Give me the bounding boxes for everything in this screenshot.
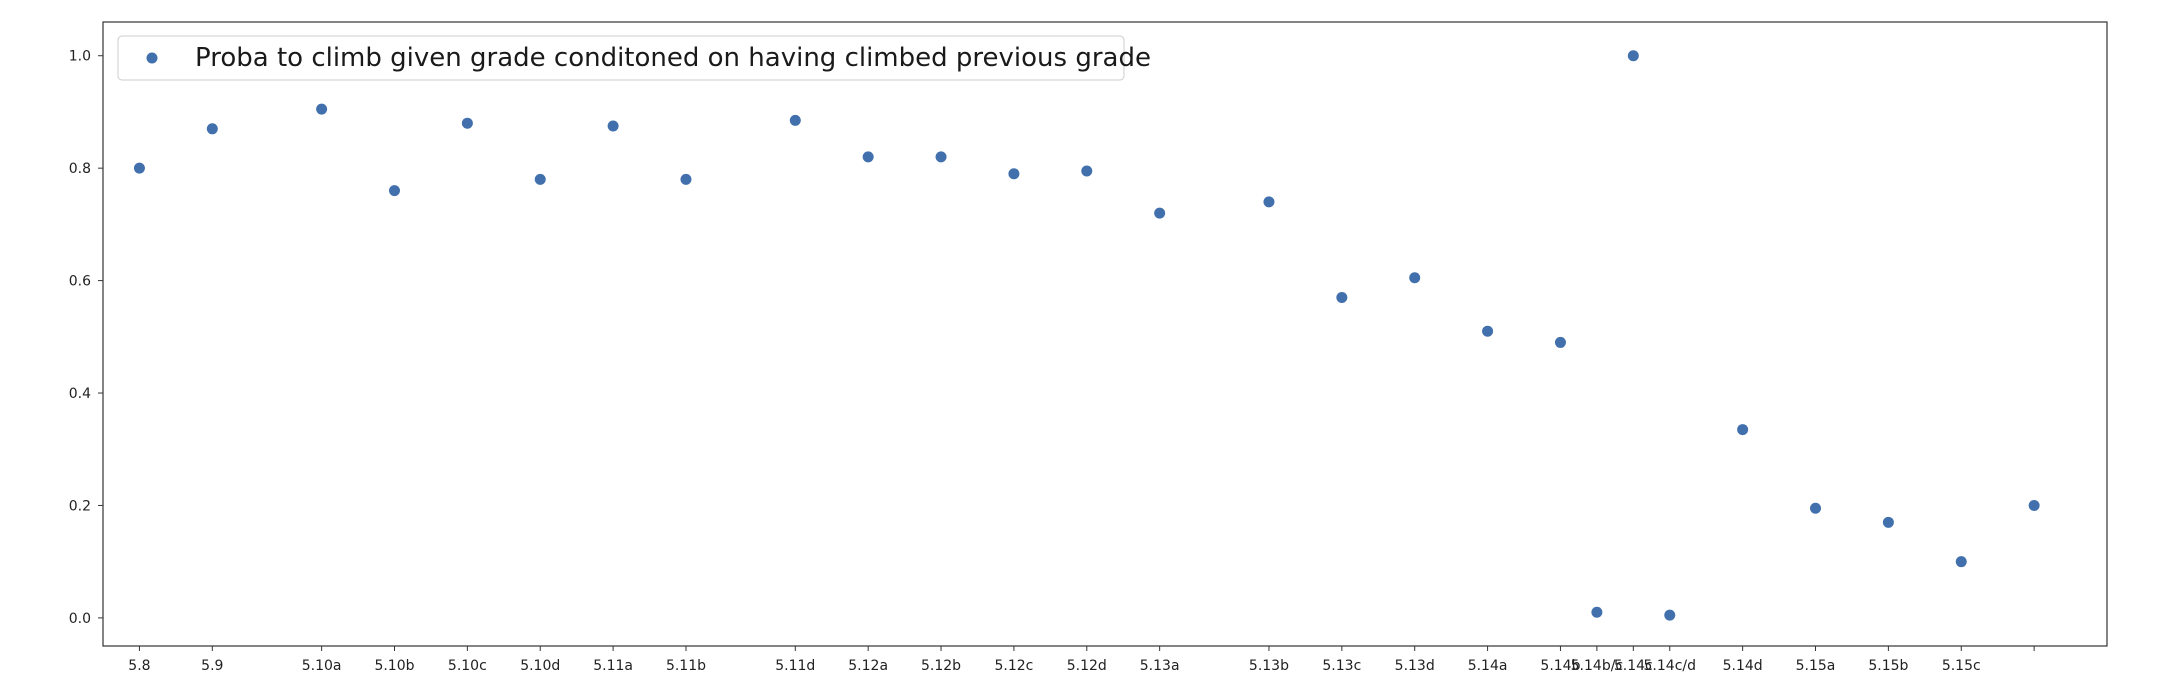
x-tick-label: 5.14c/d [1644, 658, 1696, 674]
x-tick-label: 5.10a [302, 658, 342, 674]
data-point [1336, 291, 1348, 303]
x-tick-label: 5.10d [520, 658, 560, 674]
x-axis: 5.8 5.9 5.10a 5.10b 5.10c 5.10d 5.11a 5.11b 5.11… [128, 646, 2035, 674]
x-tick-label: 5.12c [994, 658, 1033, 674]
data-point [1482, 325, 1494, 337]
data-point [1882, 516, 1894, 528]
x-tick-label: 5.15b [1868, 658, 1908, 674]
y-tick-label: 0.6 [69, 274, 91, 290]
x-tick-label: 5.14b [1540, 658, 1580, 674]
x-tick-label: 5.15a [1796, 658, 1836, 674]
x-tick-label: 5.10c [448, 658, 487, 674]
data-point [1810, 502, 1822, 514]
x-tick-label: 5.14a [1468, 658, 1508, 674]
x-tick-label: 5.12d [1067, 658, 1107, 674]
x-tick-label: 5.12a [848, 658, 888, 674]
data-point [1409, 272, 1421, 284]
x-tick-label: 5.11a [593, 658, 633, 674]
x-tick-label: 5.13d [1395, 658, 1435, 674]
x-tick-label: 5.11d [775, 658, 815, 674]
data-point [1554, 336, 1566, 348]
y-tick-label: 0.8 [69, 161, 91, 177]
data-point [388, 185, 400, 197]
x-tick-label: 5.15c [1942, 658, 1981, 674]
x-tick-label: 5.14c [1614, 658, 1653, 674]
y-tick-label: 0.2 [69, 498, 91, 514]
data-point [1627, 50, 1639, 62]
data-point [2028, 499, 2040, 511]
data-point [607, 120, 619, 132]
data-point [1664, 609, 1676, 621]
x-tick-label: 5.10b [374, 658, 414, 674]
data-point [680, 173, 692, 185]
data-point [1081, 165, 1093, 177]
legend-marker [146, 52, 158, 64]
data-point [1154, 207, 1166, 219]
y-tick-label: 0.4 [69, 386, 91, 402]
legend-box [117, 35, 1125, 81]
y-axis: 0.0 0.2 0.4 0.6 0.8 1.0 [69, 49, 103, 627]
data-point [1263, 196, 1275, 208]
data-point [935, 151, 947, 163]
data-point [1008, 168, 1020, 180]
x-tick-label: 5.11b [666, 658, 706, 674]
y-tick-label: 0.0 [69, 611, 91, 627]
x-tick-label: 5.9 [201, 658, 223, 674]
x-tick-label: 5.13b [1249, 658, 1289, 674]
y-tick-label: 1.0 [69, 49, 91, 65]
data-point [1955, 556, 1967, 568]
data-point [1591, 606, 1603, 618]
data-point [461, 117, 473, 129]
x-tick-label: 5.14b/c [1571, 658, 1623, 674]
data-point [862, 151, 874, 163]
x-tick-label: 5.8 [128, 658, 150, 674]
data-point [316, 103, 328, 115]
data-point [1737, 424, 1749, 436]
legend-label: Proba to climb given grade conditoned on… [195, 43, 1151, 73]
x-tick-label: 5.13a [1140, 658, 1180, 674]
data-point [206, 123, 218, 135]
data-point [133, 162, 145, 174]
data-point [534, 173, 546, 185]
plot-frame [102, 21, 2108, 647]
legend: Proba to climb given grade conditoned on… [117, 35, 1151, 81]
x-tick-label: 5.13c [1322, 658, 1361, 674]
plot-marks [133, 50, 2040, 621]
data-point [789, 114, 801, 126]
x-tick-label: 5.14d [1723, 658, 1763, 674]
x-tick-label: 5.12b [921, 658, 961, 674]
